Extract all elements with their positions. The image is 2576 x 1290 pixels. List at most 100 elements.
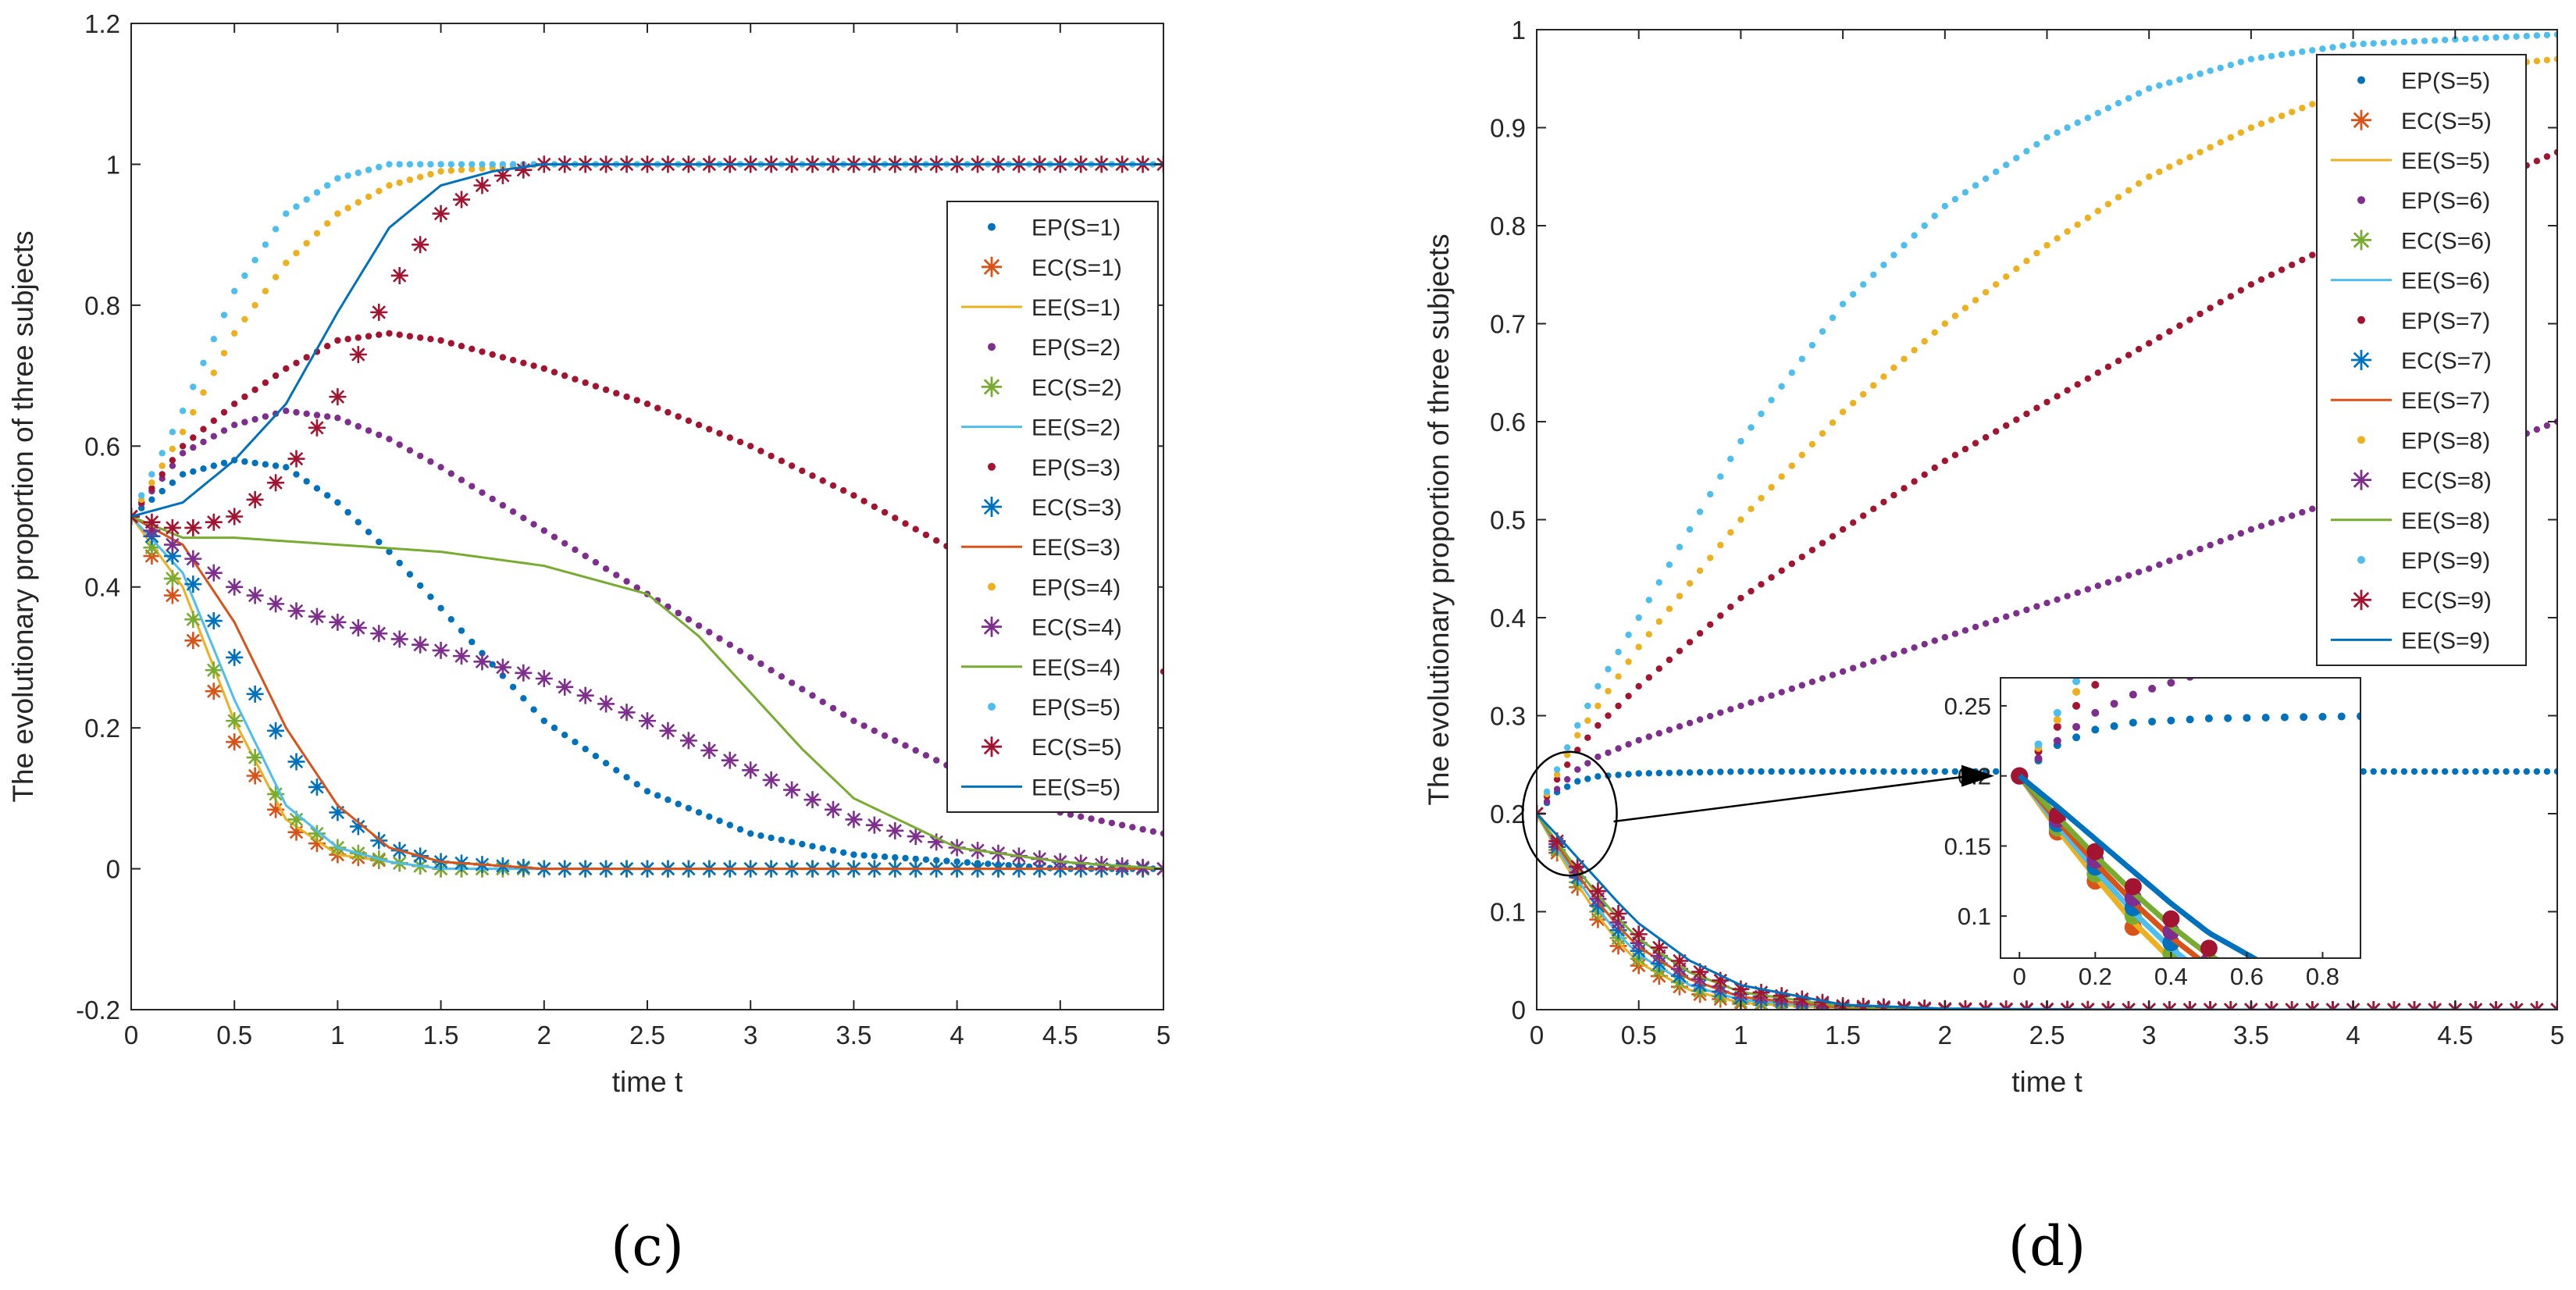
data-point <box>370 625 388 643</box>
inset-point <box>2204 714 2213 723</box>
data-point <box>458 476 465 483</box>
data-point <box>1911 347 1918 354</box>
data-point <box>1788 369 1795 376</box>
data-point <box>447 167 454 174</box>
data-point <box>2003 422 2010 429</box>
data-point <box>1961 445 1969 453</box>
data-point <box>1778 689 1785 696</box>
data-point <box>1635 614 1642 622</box>
data-point <box>1645 597 1652 604</box>
data-point <box>716 635 723 642</box>
data-point <box>1819 328 1826 335</box>
data-point <box>788 679 796 686</box>
data-point <box>829 846 837 854</box>
data-point <box>768 834 775 842</box>
data-point <box>1839 768 1847 775</box>
legend-label: EC(S=9) <box>2401 588 2492 614</box>
y-tick-label: 1.2 <box>84 9 120 38</box>
inset-point <box>2053 722 2061 731</box>
data-point <box>1788 560 1795 568</box>
inset-box <box>2000 677 2361 959</box>
data-point <box>2146 85 2153 92</box>
data-point <box>1819 675 1826 682</box>
data-point <box>2064 387 2071 394</box>
data-point <box>535 669 553 687</box>
data-point <box>1911 478 1918 485</box>
data-point <box>2380 768 2387 775</box>
legend-entry: EE(S=7) <box>2331 388 2490 414</box>
data-point <box>1594 722 1602 729</box>
data-point <box>1717 541 1724 549</box>
data-point <box>1748 505 1755 512</box>
data-point <box>365 333 372 340</box>
data-point <box>2370 768 2377 775</box>
data-point <box>406 161 414 168</box>
data-point <box>1717 709 1724 716</box>
legend-label: EP(S=5) <box>2401 69 2490 94</box>
data-point <box>344 508 351 516</box>
data-point <box>509 508 517 515</box>
y-tick-label: 1 <box>106 150 120 179</box>
data-point <box>550 724 558 732</box>
data-point <box>824 800 842 818</box>
legend-entry: EE(S=1) <box>961 295 1121 321</box>
data-point <box>396 559 403 567</box>
data-point <box>2217 139 2224 146</box>
data-point <box>1717 612 1724 619</box>
data-point <box>1758 410 1765 418</box>
data-point <box>2492 768 2499 775</box>
data-point <box>1870 505 1877 512</box>
data-point <box>1768 692 1775 699</box>
inset-point <box>2072 733 2081 742</box>
data-point <box>2503 768 2510 775</box>
data-point <box>1696 629 1704 637</box>
data-point <box>1982 289 1990 296</box>
data-point <box>184 632 202 650</box>
data-point <box>788 839 796 846</box>
data-point <box>799 467 806 475</box>
data-point <box>1707 621 1714 628</box>
data-point <box>597 695 615 713</box>
y-tick-label: 0.5 <box>1490 506 1526 535</box>
data-point <box>2553 55 2557 62</box>
data-point <box>2360 768 2367 775</box>
data-point <box>169 462 176 469</box>
inset-line <box>2017 774 2221 958</box>
data-point <box>695 622 703 629</box>
data-point <box>1941 633 1948 641</box>
data-point <box>2329 44 2336 51</box>
data-point <box>1860 661 1867 668</box>
data-point <box>226 712 244 730</box>
data-point <box>169 445 176 453</box>
data-point <box>2104 105 2112 112</box>
data-point <box>2125 94 2132 102</box>
data-point <box>2543 768 2551 775</box>
data-point <box>159 487 166 495</box>
data-point <box>2135 568 2143 576</box>
data-point <box>799 686 806 693</box>
data-point <box>287 823 305 841</box>
y-tick-label: 0.2 <box>1490 800 1526 829</box>
data-point <box>540 717 547 725</box>
data-point <box>190 408 197 416</box>
legend-entry: EC(S=8) <box>2351 469 2492 494</box>
data-point <box>1890 364 1897 372</box>
legend-swatch <box>2351 230 2371 251</box>
data-point <box>1880 768 1887 775</box>
data-point <box>1860 512 1867 519</box>
data-point <box>509 161 517 168</box>
data-point <box>1819 768 1826 775</box>
zoom-ellipse <box>1521 750 1618 877</box>
data-point <box>163 547 181 565</box>
data-point <box>469 638 476 646</box>
inset-point <box>2129 690 2137 699</box>
data-point <box>768 667 775 674</box>
data-point <box>2074 119 2081 127</box>
y-tick-label: 0.1 <box>1490 898 1526 927</box>
legend-swatch <box>2357 76 2365 84</box>
data-point <box>2472 35 2479 42</box>
data-point <box>819 698 826 705</box>
data-point <box>2074 589 2081 597</box>
inset-point <box>2167 716 2175 725</box>
series-EE(S=8) <box>1537 813 2557 1010</box>
